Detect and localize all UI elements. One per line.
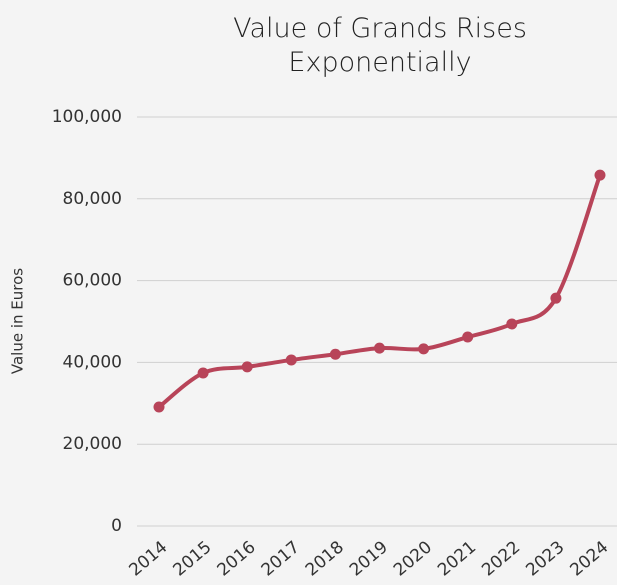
point xyxy=(241,361,253,373)
x-tick-label: 2020 xyxy=(390,537,436,580)
x-tick-label: 2019 xyxy=(346,537,392,580)
x-tick-label: 2023 xyxy=(522,537,568,580)
chart-title: Value of Grands Rises Exponentially xyxy=(233,13,527,78)
x-tick-label: 2022 xyxy=(478,537,524,580)
point xyxy=(374,342,385,354)
point xyxy=(462,331,474,343)
y-tick-label: 0 xyxy=(111,516,122,536)
point xyxy=(285,354,297,366)
y-tick-label: 80,000 xyxy=(63,189,122,209)
x-tick-label: 2014 xyxy=(125,537,171,580)
point xyxy=(329,348,341,360)
y-tick-label: 60,000 xyxy=(63,271,122,291)
y-tick-label: 20,000 xyxy=(63,434,122,454)
point xyxy=(197,367,209,379)
point xyxy=(506,318,518,330)
y-tick-label: 40,000 xyxy=(63,352,122,372)
point xyxy=(594,169,606,181)
y-tick-label: 100,000 xyxy=(52,107,122,127)
point xyxy=(153,401,165,413)
point xyxy=(550,292,562,304)
line xyxy=(157,173,602,409)
x-tick-label: 2017 xyxy=(258,537,304,580)
y-axis-label: Value in Euros xyxy=(9,268,27,374)
point xyxy=(418,343,430,355)
x-tick-label: 2024 xyxy=(566,537,612,580)
x-tick-label: 2016 xyxy=(214,537,260,580)
x-tick-label: 2021 xyxy=(434,537,480,580)
x-tick-label: 2015 xyxy=(170,537,216,580)
x-tick-label: 2018 xyxy=(302,537,348,580)
